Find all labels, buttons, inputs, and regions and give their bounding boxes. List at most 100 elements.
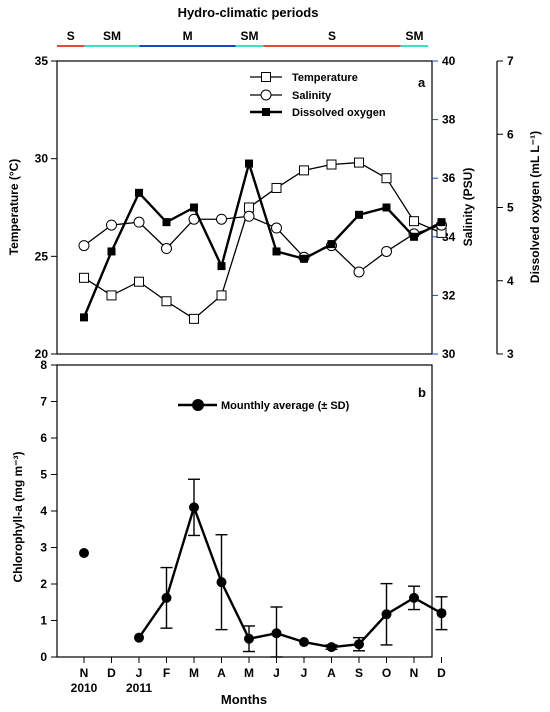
period-label-5: SM bbox=[406, 29, 424, 43]
oxygen-tick-label: 4 bbox=[507, 274, 514, 288]
period-label-1: SM bbox=[103, 29, 121, 43]
dissolved-oxygen-point bbox=[107, 247, 116, 256]
temperature-point bbox=[244, 202, 254, 213]
salinity-point bbox=[78, 240, 90, 252]
month-label: A bbox=[327, 666, 336, 680]
chlorophyll-point bbox=[216, 577, 227, 588]
period-label-3: SM bbox=[241, 29, 259, 43]
legend-label: Salinity bbox=[292, 90, 332, 102]
temperature-point bbox=[106, 290, 117, 301]
dissolved-oxygen-point bbox=[327, 240, 336, 249]
temperature-tick-label: 25 bbox=[35, 249, 49, 263]
salinity-point bbox=[133, 216, 145, 228]
chlorophyll-point bbox=[381, 609, 392, 620]
x-axis-title: Months bbox=[221, 692, 267, 707]
salinity-tick-label: 38 bbox=[442, 113, 456, 127]
oxygen-tick-label: 3 bbox=[507, 347, 514, 361]
dissolved-oxygen-point bbox=[217, 262, 226, 271]
chlorophyll-tick-label: 5 bbox=[40, 468, 47, 482]
salinity-axis-label: Salinity (PSU) bbox=[461, 168, 475, 247]
temperature-point bbox=[189, 313, 199, 324]
salinity-point bbox=[381, 245, 392, 257]
panel-a-frame bbox=[56, 60, 433, 355]
chlorophyll-tick-label: 8 bbox=[40, 358, 47, 372]
temperature-point bbox=[381, 173, 392, 184]
dissolved-oxygen-point bbox=[382, 203, 391, 212]
temperature-tick-label: 35 bbox=[35, 54, 49, 68]
oxygen-tick-label: 5 bbox=[507, 201, 514, 215]
chlorophyll-line bbox=[138, 503, 443, 649]
month-label: M bbox=[244, 666, 254, 680]
month-label: O bbox=[382, 666, 391, 680]
salinity-point bbox=[243, 210, 255, 222]
dissolved-oxygen-point bbox=[272, 247, 281, 256]
panel-a-legend: Temperature Salinity Dissolved oxygen bbox=[250, 72, 386, 119]
dissolved-oxygen-line bbox=[82, 159, 443, 318]
hydro-climatic-periods: S SM M SM S SM bbox=[57, 29, 429, 47]
chlorophyll-axis-label: Chlorophyll-a (mg m⁻³) bbox=[11, 452, 25, 583]
chlorophyll-tick-label: 4 bbox=[40, 504, 47, 518]
chlorophyll-tick-label: 6 bbox=[40, 431, 47, 445]
periods-title: Hydro-climatic periods bbox=[178, 5, 319, 20]
dissolved-oxygen-point bbox=[355, 210, 363, 219]
temperature-point bbox=[354, 157, 364, 168]
chlorophyll-point bbox=[436, 608, 447, 619]
temperature-tick-label: 20 bbox=[35, 347, 49, 361]
salinity-tick-label: 32 bbox=[442, 288, 456, 302]
period-label-0: S bbox=[67, 29, 75, 43]
chlorophyll-point bbox=[134, 632, 144, 643]
temperature-line bbox=[83, 161, 442, 320]
temperature-point bbox=[409, 216, 419, 227]
chlorophyll-point bbox=[271, 628, 282, 639]
oxygen-tick-label: 7 bbox=[507, 54, 514, 68]
temperature-tick-label: 30 bbox=[35, 152, 49, 166]
legend-label: Temperature bbox=[292, 72, 358, 84]
legend-label: Mounthly average (± SD) bbox=[221, 400, 350, 412]
legend-marker bbox=[261, 72, 271, 82]
salinity-point bbox=[161, 243, 172, 255]
month-label: N bbox=[80, 666, 89, 680]
month-label: J bbox=[301, 666, 308, 680]
chlorophyll-tick-label: 7 bbox=[40, 395, 47, 409]
dissolved-oxygen-point bbox=[245, 159, 253, 168]
oxygen-axis-label: Dissolved oxygen (mL L⁻¹) bbox=[528, 131, 542, 283]
chlorophyll-point bbox=[79, 547, 89, 558]
month-label: D bbox=[437, 666, 446, 680]
legend-marker bbox=[260, 89, 272, 101]
salinity-point bbox=[271, 222, 282, 234]
chlorophyll-point bbox=[326, 642, 337, 653]
temperature-point bbox=[299, 165, 309, 176]
panel-b-legend: Mounthly average (± SD) bbox=[178, 399, 350, 412]
chlorophyll-point bbox=[354, 639, 364, 650]
legend-marker bbox=[262, 108, 270, 116]
year-label-2010: 2010 bbox=[71, 681, 98, 695]
panel-b-letter: b bbox=[418, 385, 426, 400]
dissolved-oxygen-point bbox=[410, 232, 418, 241]
temperature-point bbox=[161, 296, 172, 307]
panel-b: b 0 1 2 3 4 5 6 7 8 N D J F M A M J J A S O N D Mounthly avera… bbox=[11, 358, 448, 707]
chlorophyll-tick-label: 3 bbox=[40, 541, 47, 555]
salinity-tick-label: 30 bbox=[442, 347, 456, 361]
month-label: N bbox=[410, 666, 419, 680]
temperature-point bbox=[134, 276, 144, 287]
oxygen-tick-label: 6 bbox=[507, 127, 514, 141]
month-label: D bbox=[107, 666, 116, 680]
dissolved-oxygen-point bbox=[300, 254, 308, 263]
month-label: J bbox=[273, 666, 280, 680]
chlorophyll-point bbox=[409, 592, 419, 603]
salinity-point bbox=[216, 213, 227, 225]
dissolved-oxygen-point bbox=[80, 313, 88, 322]
salinity-tick-label: 36 bbox=[442, 171, 456, 185]
dissolved-oxygen-point bbox=[162, 218, 171, 227]
panel-a-letter: a bbox=[418, 75, 426, 90]
chlorophyll-point bbox=[161, 592, 172, 603]
salinity-point bbox=[353, 266, 365, 278]
temperature-point bbox=[326, 159, 337, 170]
legend-marker bbox=[192, 399, 204, 411]
year-label-2011: 2011 bbox=[126, 681, 152, 695]
chlorophyll-point bbox=[189, 502, 199, 513]
salinity-tick-label: 40 bbox=[442, 54, 456, 68]
month-label: F bbox=[163, 666, 170, 680]
